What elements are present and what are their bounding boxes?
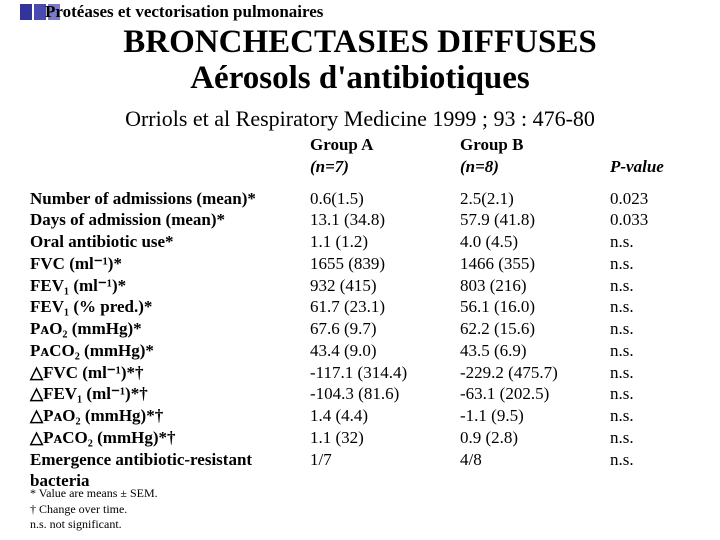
row-group-a: 0.6(1.5) <box>310 188 460 210</box>
table-row: Number of admissions (mean)*0.6(1.5)2.5(… <box>30 188 690 210</box>
slide: Protéases et vectorisation pulmonaires B… <box>0 0 720 540</box>
row-group-b: 2.5(2.1) <box>460 188 610 210</box>
title-line-1: BRONCHECTASIES DIFFUSES <box>0 24 720 61</box>
footnote-1: * Value are means ± SEM. <box>30 486 158 502</box>
data-table: Group A Group B (n=7) (n=8) P-value Numb… <box>30 134 690 492</box>
row-group-a: 1.1 (32) <box>310 427 460 449</box>
row-group-b: 1466 (355) <box>460 253 610 275</box>
table-row: PᴀCO₂ (mmHg)*43.4 (9.0)43.5 (6.9)n.s. <box>30 340 690 362</box>
row-label: △FVC (ml⁻¹)*† <box>30 362 310 384</box>
row-pvalue: 0.023 <box>610 188 690 210</box>
row-pvalue: n.s. <box>610 383 690 405</box>
row-group-a: 932 (415) <box>310 275 460 297</box>
row-group-b: 57.9 (41.8) <box>460 209 610 231</box>
table-row: △PᴀCO₂ (mmHg)*†1.1 (32)0.9 (2.8)n.s. <box>30 427 690 449</box>
row-pvalue: n.s. <box>610 449 690 493</box>
row-group-b: 43.5 (6.9) <box>460 340 610 362</box>
row-group-a: -104.3 (81.6) <box>310 383 460 405</box>
table-row: △PᴀO₂ (mmHg)*†1.4 (4.4)-1.1 (9.5)n.s. <box>30 405 690 427</box>
row-label: FEV₁ (% pred.)* <box>30 296 310 318</box>
row-label: Days of admission (mean)* <box>30 209 310 231</box>
row-group-b: 0.9 (2.8) <box>460 427 610 449</box>
row-label: PᴀCO₂ (mmHg)* <box>30 340 310 362</box>
table-row: FVC (ml⁻¹)*1655 (839)1466 (355)n.s. <box>30 253 690 275</box>
row-pvalue: n.s. <box>610 275 690 297</box>
col-header-pvalue: P-value <box>610 156 690 178</box>
header-label: Protéases et vectorisation pulmonaires <box>45 2 323 22</box>
title-line-2: Aérosols d'antibiotiques <box>0 60 720 97</box>
row-pvalue: n.s. <box>610 253 690 275</box>
row-pvalue: n.s. <box>610 362 690 384</box>
footnotes: * Value are means ± SEM. † Change over t… <box>30 486 158 533</box>
row-group-a: 1.4 (4.4) <box>310 405 460 427</box>
table-row: FEV₁ (% pred.)*61.7 (23.1)56.1 (16.0)n.s… <box>30 296 690 318</box>
row-pvalue: n.s. <box>610 318 690 340</box>
citation: Orriols et al Respiratory Medicine 1999 … <box>0 106 720 132</box>
row-label: Oral antibiotic use* <box>30 231 310 253</box>
table-header-row-2: (n=7) (n=8) P-value <box>30 156 690 178</box>
row-group-a: 61.7 (23.1) <box>310 296 460 318</box>
row-group-a: 1655 (839) <box>310 253 460 275</box>
col-header-group-b: Group B <box>460 134 610 156</box>
row-label: FVC (ml⁻¹)* <box>30 253 310 275</box>
row-pvalue: n.s. <box>610 296 690 318</box>
row-pvalue: n.s. <box>610 405 690 427</box>
table-row: Oral antibiotic use*1.1 (1.2)4.0 (4.5)n.… <box>30 231 690 253</box>
row-label: △FEV₁ (ml⁻¹)*† <box>30 383 310 405</box>
col-header-group-b-n: (n=8) <box>460 156 610 178</box>
row-label: Number of admissions (mean)* <box>30 188 310 210</box>
row-group-b: 4/8 <box>460 449 610 493</box>
row-group-b: -63.1 (202.5) <box>460 383 610 405</box>
table-row: △FVC (ml⁻¹)*†-117.1 (314.4)-229.2 (475.7… <box>30 362 690 384</box>
row-pvalue: n.s. <box>610 231 690 253</box>
row-group-b: 4.0 (4.5) <box>460 231 610 253</box>
row-group-b: 62.2 (15.6) <box>460 318 610 340</box>
row-group-a: 1.1 (1.2) <box>310 231 460 253</box>
row-group-a: -117.1 (314.4) <box>310 362 460 384</box>
row-label: FEV₁ (ml⁻¹)* <box>30 275 310 297</box>
table-row: FEV₁ (ml⁻¹)*932 (415)803 (216)n.s. <box>30 275 690 297</box>
col-header-group-a-n: (n=7) <box>310 156 460 178</box>
row-group-a: 43.4 (9.0) <box>310 340 460 362</box>
row-group-b: -229.2 (475.7) <box>460 362 610 384</box>
table-row: △FEV₁ (ml⁻¹)*†-104.3 (81.6)-63.1 (202.5)… <box>30 383 690 405</box>
row-group-b: 56.1 (16.0) <box>460 296 610 318</box>
row-group-a: 13.1 (34.8) <box>310 209 460 231</box>
row-group-a: 1/7 <box>310 449 460 493</box>
row-group-b: -1.1 (9.5) <box>460 405 610 427</box>
table-row: Days of admission (mean)*13.1 (34.8)57.9… <box>30 209 690 231</box>
row-label: △PᴀCO₂ (mmHg)*† <box>30 427 310 449</box>
footnote-2: † Change over time. <box>30 502 158 518</box>
row-group-a: 67.6 (9.7) <box>310 318 460 340</box>
col-header-group-a: Group A <box>310 134 460 156</box>
row-label: △PᴀO₂ (mmHg)*† <box>30 405 310 427</box>
row-pvalue: n.s. <box>610 340 690 362</box>
row-label: PᴀO₂ (mmHg)* <box>30 318 310 340</box>
row-pvalue: n.s. <box>610 427 690 449</box>
header-bar-1 <box>20 4 32 20</box>
table-header-row: Group A Group B <box>30 134 690 156</box>
row-pvalue: 0.033 <box>610 209 690 231</box>
row-group-b: 803 (216) <box>460 275 610 297</box>
footnote-3: n.s. not significant. <box>30 517 158 533</box>
table-row: PᴀO₂ (mmHg)*67.6 (9.7)62.2 (15.6)n.s. <box>30 318 690 340</box>
